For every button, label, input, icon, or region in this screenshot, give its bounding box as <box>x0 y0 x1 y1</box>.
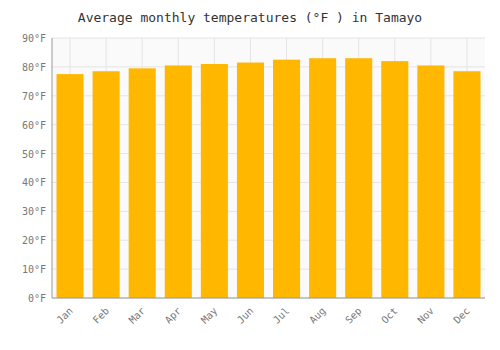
background <box>0 0 500 350</box>
bar <box>201 64 228 298</box>
x-tick-label: Aug <box>307 305 328 326</box>
x-tick-label: May <box>199 305 220 326</box>
y-tick-label: 80°F <box>22 62 46 73</box>
bar <box>165 65 192 298</box>
y-tick-label: 20°F <box>22 235 46 246</box>
plot-area <box>52 38 485 298</box>
bar <box>381 61 408 298</box>
x-tick-label: Oct <box>379 305 400 326</box>
x-tick-label: Dec <box>451 305 472 326</box>
bar <box>129 68 156 298</box>
x-tick-label: Jun <box>235 305 256 326</box>
bar <box>237 63 264 298</box>
bar <box>309 58 336 298</box>
bar <box>57 74 84 298</box>
x-tick-label: Nov <box>415 305 436 326</box>
y-tick-label: 10°F <box>22 264 46 275</box>
bar <box>273 60 300 298</box>
bar <box>417 65 444 298</box>
bar <box>93 71 120 298</box>
x-tick-label: Feb <box>91 305 112 326</box>
title: Average monthly temperatures (°F ) in Ta… <box>78 10 422 25</box>
y-tick-label: 90°F <box>22 33 46 44</box>
chart: Average monthly temperatures (°F ) in Ta… <box>0 0 500 350</box>
y-tick-label: 0°F <box>28 293 46 304</box>
y-tick-label: 50°F <box>22 149 46 160</box>
bar <box>453 71 480 298</box>
x-tick-label: Jan <box>54 305 75 326</box>
y-tick-label: 40°F <box>22 177 46 188</box>
bar <box>345 58 372 298</box>
y-tick-label: 70°F <box>22 91 46 102</box>
x-tick-label: Jul <box>271 305 292 326</box>
y-tick-label: 60°F <box>22 120 46 131</box>
x-axis-line <box>52 298 485 299</box>
y-tick-label: 30°F <box>22 206 46 217</box>
y-axis-line <box>52 38 53 298</box>
grid-line <box>52 38 485 39</box>
x-tick-label: Mar <box>127 305 148 326</box>
grid <box>52 38 485 298</box>
x-tick-label: Apr <box>163 305 184 326</box>
x-tick-label: Sep <box>343 305 364 326</box>
grid-line <box>52 298 485 299</box>
